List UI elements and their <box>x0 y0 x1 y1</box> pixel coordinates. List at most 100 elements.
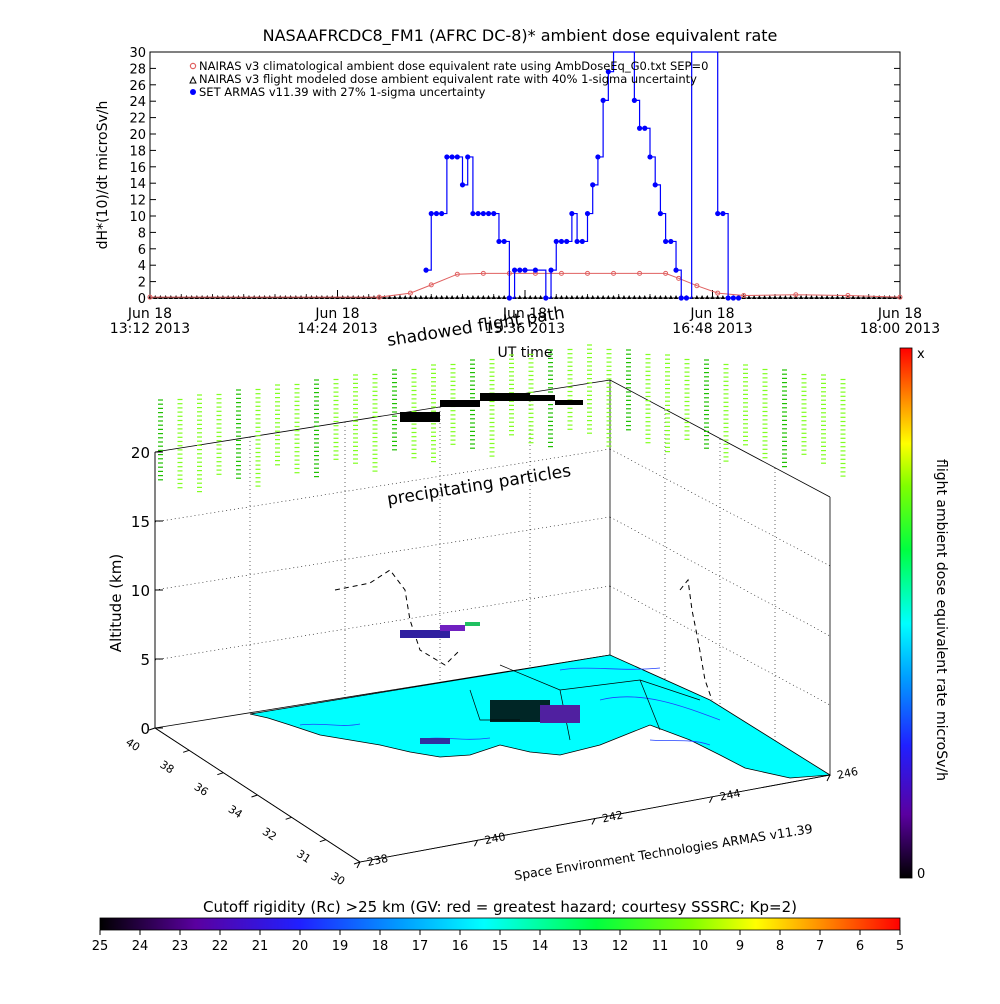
series-nairas-flight-modeled-point <box>674 295 679 299</box>
top-series-layer <box>147 51 903 301</box>
series-set-armas-point <box>668 238 674 245</box>
legend-item-nairas-climatological: NAIRAS v3 climatological ambient dose eq… <box>189 59 708 73</box>
series-set-armas-point <box>548 267 554 273</box>
series-nairas-flight-modeled-point <box>757 295 762 299</box>
series-nairas-flight-modeled-point <box>491 295 496 299</box>
series-nairas-flight-modeled-point <box>814 295 819 299</box>
rigidity-colorbar: Cutoff rigidity (Rc) >25 km (GV: red = g… <box>92 898 904 954</box>
rigidity-tick-label: 13 <box>572 939 589 954</box>
series-nairas-flight-modeled-point <box>778 295 783 299</box>
series-nairas-climatological-point <box>637 270 643 276</box>
x-tick-label-date: Jun 18 <box>877 306 922 322</box>
contour-line <box>649 739 711 746</box>
z-tick-label: 20 <box>131 444 150 462</box>
series-nairas-flight-modeled-point <box>470 295 475 299</box>
series-nairas-climatological-point <box>585 270 590 276</box>
z-tick-label: 5 <box>140 651 150 669</box>
legend-label: NAIRAS v3 flight modeled dose ambient eq… <box>199 72 697 86</box>
series-set-armas-point <box>522 267 528 273</box>
flight-shadow-mark <box>555 400 583 405</box>
rigidity-tick-label: 18 <box>372 939 389 954</box>
series-nairas-flight-modeled-point <box>418 295 423 299</box>
flight-sample-cluster <box>440 625 465 631</box>
series-set-armas-point <box>730 295 736 301</box>
series-nairas-flight-modeled-point <box>705 295 710 299</box>
series-nairas-flight-modeled-point <box>455 295 460 299</box>
series-set-armas-point <box>642 125 648 131</box>
series-nairas-flight-modeled-point <box>621 295 626 299</box>
lon-tick-label: 242 <box>601 808 624 825</box>
y-tick-label: 6 <box>138 243 146 258</box>
rigidity-tick-label: 11 <box>652 939 669 954</box>
figure-title: NASAAFRCDC8_FM1 (AFRC DC-8)* ambient dos… <box>263 26 778 46</box>
rigidity-tick-label: 7 <box>816 939 824 954</box>
series-nairas-climatological-point <box>454 271 460 277</box>
series-nairas-flight-modeled-point <box>861 295 866 299</box>
series-nairas-flight-modeled-point <box>496 295 501 299</box>
legend-marker-triangle <box>189 75 197 84</box>
series-set-armas-point <box>439 210 445 217</box>
rigidity-tick-label: 24 <box>132 939 149 954</box>
x-tick-label-time: 13:12 2013 <box>110 321 190 337</box>
series-set-armas-point <box>506 295 512 301</box>
series-nairas-flight-modeled-point <box>611 295 616 299</box>
altitude-axis: 0 5 10 15 20 <box>131 444 163 738</box>
rigidity-tick-label: 9 <box>736 939 744 954</box>
flight-sample-cluster <box>490 700 550 722</box>
series-nairas-flight-modeled-point <box>538 295 543 299</box>
legend-marker-circle <box>190 89 196 95</box>
lat-tick <box>285 816 292 820</box>
series-set-armas-point <box>683 295 690 301</box>
series-set-armas-point <box>543 295 549 301</box>
series-nairas-flight-modeled-point <box>856 295 861 299</box>
series-set-armas-point <box>720 210 726 217</box>
z-tick-label: 10 <box>131 582 150 600</box>
y-tick-label: 4 <box>138 259 146 274</box>
grid-line <box>154 448 611 523</box>
series-nairas-flight-modeled-point <box>439 295 444 299</box>
series-set-armas-point <box>605 69 611 75</box>
series-nairas-climatological-point <box>558 270 564 276</box>
x-tick-label-time: 15:36 2013 <box>485 321 565 337</box>
top-y-axis-label: dH*(10)/dt microSv/h <box>95 101 111 250</box>
series-nairas-flight-modeled-point <box>569 295 574 299</box>
series-nairas-climatological-point <box>793 292 799 298</box>
contour-line <box>599 696 721 721</box>
series-set-armas-point <box>444 154 450 160</box>
lon-tick <box>591 818 596 825</box>
series-set-armas-point <box>558 238 565 245</box>
series-nairas-flight-modeled-point <box>523 295 527 299</box>
series-nairas-climatological-point <box>611 270 617 276</box>
flight-track <box>334 569 461 666</box>
series-nairas-flight-modeled-point <box>710 295 715 299</box>
series-nairas-flight-modeled-point <box>564 295 569 299</box>
lon-tick-label: 240 <box>483 830 506 847</box>
lat-tick-label: 34 <box>226 803 245 822</box>
flight-shadow-mark <box>480 393 530 401</box>
series-nairas-climatological-point <box>845 293 851 299</box>
rigidity-tick-label: 5 <box>896 939 904 954</box>
series-nairas-flight-modeled-point <box>866 295 871 299</box>
series-set-armas-point <box>657 210 664 217</box>
x-tick-label-date: Jun 18 <box>502 306 547 322</box>
rigidity-tick-label: 22 <box>212 939 229 954</box>
rigidity-tick-label: 25 <box>92 939 109 954</box>
series-set-armas-point <box>735 295 742 301</box>
series-set-armas-point <box>595 154 601 160</box>
series-nairas-climatological-point <box>715 290 721 296</box>
y-tick-label: 8 <box>138 226 146 241</box>
series-nairas-flight-modeled-point <box>819 295 824 299</box>
series-nairas-flight-modeled-point <box>825 295 830 299</box>
series-set-armas-point <box>590 182 596 188</box>
series-nairas-flight-modeled-point <box>444 295 449 299</box>
series-nairas-flight-modeled-point <box>590 295 595 299</box>
series-nairas-flight-modeled-point <box>830 295 835 299</box>
series-set-armas-point <box>501 238 507 245</box>
series-nairas-flight-modeled-point <box>840 295 845 299</box>
y-tick-label: 12 <box>129 194 146 209</box>
series-nairas-flight-modeled-point <box>715 295 720 299</box>
dose-colorbar-top-label: x <box>917 347 925 362</box>
y-tick-label: 24 <box>129 95 146 110</box>
